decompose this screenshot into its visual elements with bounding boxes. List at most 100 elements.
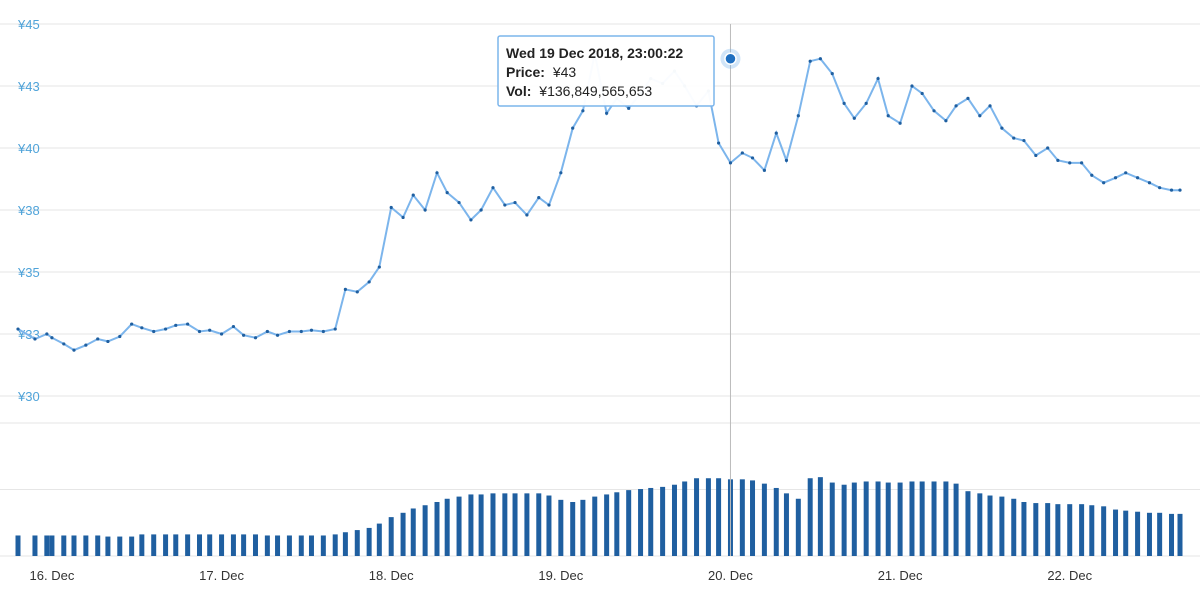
price-point — [186, 322, 190, 326]
price-point — [479, 208, 483, 212]
volume-bar — [909, 481, 915, 556]
price-point — [343, 287, 347, 291]
volume-bar — [773, 487, 779, 556]
volume-bar — [1135, 511, 1141, 556]
volume-bar — [795, 498, 801, 556]
volume-bar — [185, 534, 191, 556]
price-point — [796, 114, 800, 118]
volume-bar — [207, 534, 213, 556]
price-point — [513, 200, 517, 205]
volume-bar — [1177, 513, 1183, 556]
price-point — [197, 329, 202, 334]
price-point — [299, 329, 303, 334]
volume-bar — [1113, 509, 1119, 556]
date-axis-ticks: 16. Dec 17. Dec 18. Dec 19. Dec 20. Dec 21. D… — [30, 568, 1093, 583]
volume-bar — [682, 481, 688, 556]
price-point — [842, 101, 846, 105]
date-tick-label: 20. Dec — [708, 568, 753, 583]
volume-bar — [95, 535, 101, 556]
price-point — [547, 203, 551, 207]
date-tick-label: 21. Dec — [878, 568, 923, 583]
date-tick-label: 18. Dec — [369, 568, 414, 583]
volume-bar — [1123, 510, 1129, 556]
volume-bar — [342, 532, 348, 556]
tooltip-price-value: ¥43 — [552, 64, 577, 80]
price-point — [253, 336, 258, 340]
volume-bars — [15, 477, 1183, 556]
price-point — [1090, 173, 1094, 177]
volume-bar — [570, 502, 576, 556]
price-point — [944, 119, 948, 123]
price-point — [740, 151, 744, 155]
volume-bar — [1157, 512, 1163, 556]
price-point — [716, 141, 721, 145]
price-tick-label: ¥43 — [17, 79, 40, 94]
price-point — [954, 104, 958, 108]
price-point — [275, 333, 280, 337]
volume-bar — [943, 481, 949, 556]
volume-bar — [410, 508, 416, 556]
price-point — [988, 104, 992, 108]
volume-bar — [829, 482, 835, 556]
volume-bar — [32, 535, 38, 556]
volume-bar — [1101, 506, 1107, 556]
volume-bar — [308, 535, 314, 556]
tooltip: Wed 19 Dec 2018, 23:00:22 Price: ¥43 Vol… — [497, 35, 715, 107]
volume-bar — [197, 534, 203, 556]
price-point — [435, 171, 439, 175]
price-point — [355, 290, 359, 294]
volume-bar — [105, 536, 111, 556]
volume-bar — [875, 481, 881, 556]
price-point — [605, 111, 609, 115]
price-point — [1135, 176, 1140, 180]
volume-bar — [604, 494, 610, 556]
volume-bar — [83, 535, 89, 556]
volume-bar — [117, 536, 123, 556]
price-point — [920, 91, 924, 96]
volume-bar — [897, 482, 903, 556]
price-point — [457, 200, 461, 205]
volume-bar — [614, 492, 620, 556]
price-point — [864, 101, 868, 105]
price-grid-lines — [0, 23, 1200, 397]
price-point — [140, 326, 144, 330]
price-point — [818, 57, 822, 61]
price-point — [1169, 188, 1174, 192]
price-point — [750, 156, 755, 160]
price-point — [571, 126, 575, 130]
volume-bar — [275, 535, 281, 556]
volume-bar — [546, 495, 552, 556]
tooltip-price-label: Price: — [506, 64, 545, 80]
volume-bar — [1021, 502, 1027, 556]
volume-bar — [1079, 504, 1085, 556]
price-point — [287, 329, 292, 334]
volume-bar — [219, 534, 225, 556]
price-point — [130, 322, 134, 326]
price-tick-label: ¥30 — [17, 389, 40, 404]
price-point — [1158, 186, 1162, 190]
price-point — [1147, 181, 1152, 185]
price-point — [966, 96, 970, 100]
volume-bar — [965, 491, 971, 556]
price-point — [118, 334, 122, 339]
price-point — [559, 171, 563, 175]
price-point — [784, 158, 789, 162]
price-point — [728, 161, 733, 165]
price-point — [174, 323, 178, 327]
price-point — [231, 324, 236, 329]
price-point — [1102, 181, 1106, 185]
volume-bar — [536, 493, 542, 556]
volume-bar — [1089, 505, 1095, 556]
volume-bar — [1045, 503, 1051, 556]
volume-bar — [298, 535, 304, 556]
volume-bar — [173, 534, 179, 556]
volume-bar — [388, 517, 394, 556]
price-point — [1178, 188, 1182, 192]
price-point — [762, 168, 766, 172]
hover-marker[interactable] — [724, 52, 737, 65]
price-point — [321, 329, 325, 334]
volume-bar — [490, 493, 496, 556]
volume-bar — [15, 535, 21, 556]
price-point — [377, 265, 381, 269]
